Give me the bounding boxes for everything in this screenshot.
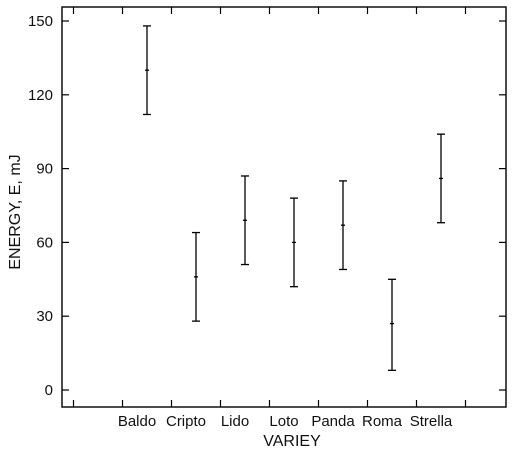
error-bar-cripto <box>192 231 200 322</box>
x-tick-label: Baldo <box>118 413 156 430</box>
y-tick-label: 60 <box>36 234 53 251</box>
y-tick-label: 0 <box>45 382 53 399</box>
x-tick-label: Loto <box>269 413 298 430</box>
error-bar-strella <box>437 133 445 224</box>
x-axis-title: VARIEY <box>263 433 321 450</box>
error-bar-lido <box>241 175 249 266</box>
x-tick-label: Cripto <box>166 413 206 430</box>
y-tick-label: 90 <box>36 161 53 178</box>
error-bars <box>143 25 445 371</box>
error-bar-baldo <box>143 25 151 116</box>
y-tick-label: 30 <box>36 308 53 325</box>
x-axis: Baldo Cripto Lido Loto Panda Roma Strella <box>72 7 467 430</box>
error-bar-panda <box>339 180 347 271</box>
x-tick-label: Panda <box>311 413 355 430</box>
plot-frame <box>61 6 507 408</box>
error-bar-roma <box>388 278 396 371</box>
x-tick-label: Lido <box>221 413 249 430</box>
error-bar-loto <box>290 197 298 288</box>
y-axis-title: ENERGY, E, mJ <box>7 154 24 269</box>
x-tick-label: Strella <box>410 413 453 430</box>
y-tick-label: 150 <box>28 13 53 30</box>
x-tick-label: Roma <box>362 413 403 430</box>
y-tick-label: 120 <box>28 87 53 104</box>
y-axis: 0 30 60 90 120 150 <box>28 13 506 399</box>
